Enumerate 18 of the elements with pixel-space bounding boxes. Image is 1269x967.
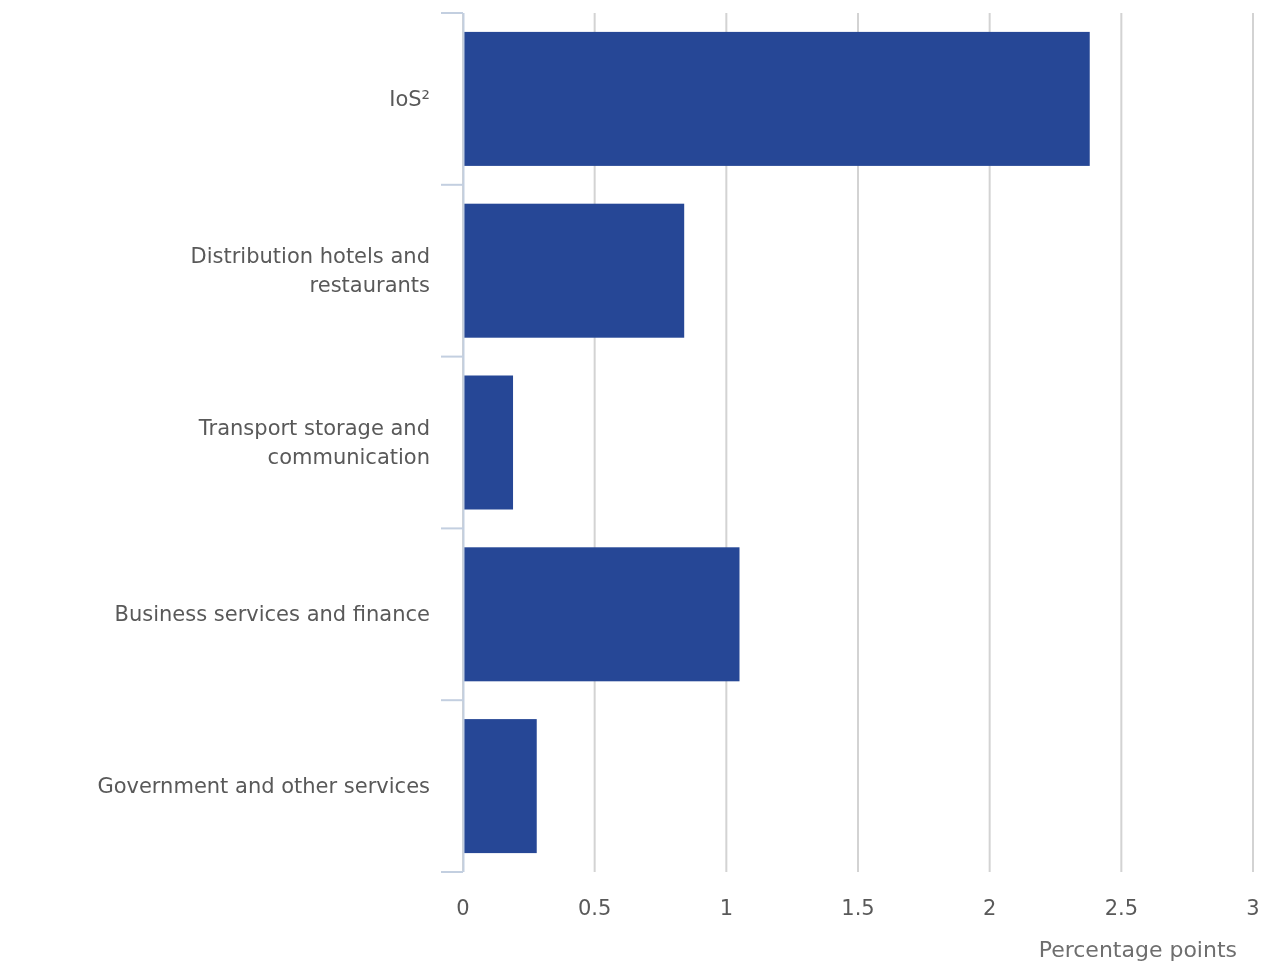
bar — [463, 719, 537, 854]
x-tick-label: 1 — [719, 896, 734, 920]
y-tick-label: IoS² — [389, 86, 430, 111]
x-tick-label: 2 — [982, 896, 997, 920]
y-tick-label: Distribution hotels and restaurants — [190, 244, 430, 298]
x-tick-label: 0.5 — [577, 896, 612, 920]
y-tick-label: Transport storage and communication — [197, 416, 430, 469]
x-tick-label: 0 — [456, 896, 470, 920]
x-axis-title: Percentage points — [1038, 937, 1237, 962]
bar — [463, 203, 685, 338]
x-tick-label: 1.5 — [841, 896, 875, 920]
bar — [463, 547, 740, 682]
bar — [463, 375, 514, 510]
x-tick-label: 2.5 — [1104, 896, 1139, 920]
y-tick-label: Business services and finance — [114, 602, 430, 627]
x-tick-label: 3 — [1246, 896, 1260, 920]
bar — [463, 31, 1090, 166]
y-tick-label: Government and other services — [97, 774, 430, 799]
